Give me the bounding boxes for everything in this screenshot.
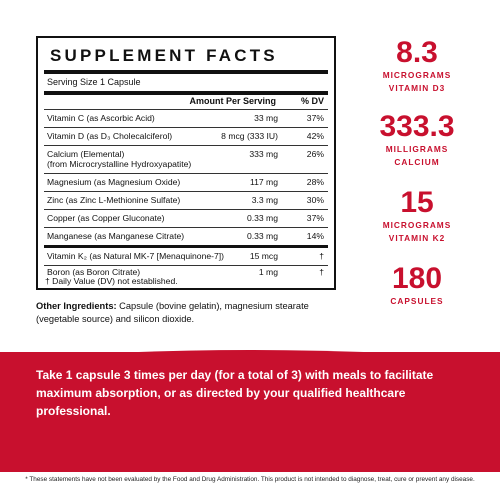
nutrient-amount: 1 mg [258,267,278,277]
nutrient-dv: 30% [306,195,324,205]
nutrient-name: Manganese (as Manganese Citrate) [47,231,185,241]
nutrient-name: Copper (as Copper Gluconate) [47,213,165,223]
row-divider [44,191,328,192]
nutrient-dv: 42% [306,131,324,141]
nutrient-amount: 33 mg [254,113,278,123]
stat-label: CAPSULES [390,296,444,306]
nutrient-name: Vitamin D (as D₃ Cholecalciferol) [47,131,173,141]
nutrient-amount: 0.33 mg [246,231,278,241]
nutrient-amount: 117 mg [249,177,278,187]
fda-disclaimer: * These statements have not been evaluat… [25,476,475,483]
nutrient-dv: † [319,251,324,261]
nutrient-dv: 26% [306,149,324,159]
row-divider [44,173,328,174]
dv-header: % DV [300,96,324,106]
nutrient-name: Vitamin K₂ (as Natural MK-7 [Menaquinone… [47,251,225,261]
directions-text: Take 1 capsule 3 times per day (for a to… [36,368,434,418]
nutrient-name: Boron (as Boron Citrate) [47,267,141,277]
facts-title: SUPPLEMENT FACTS [50,46,278,65]
stat-label: CALCIUM [394,157,440,167]
stat-number: 333.3 [379,110,455,143]
stat-number: 15 [400,186,434,219]
row-divider [44,145,328,146]
serving-size: Serving Size 1 Capsule [47,77,141,87]
title-rule [44,70,328,74]
row-divider [44,265,328,266]
serving-rule [44,91,328,95]
nutrient-dv: † [319,267,324,277]
nutrient-source: (from Microcrystalline Hydroxyapatite) [47,159,192,169]
stat-number: 8.3 [396,36,438,69]
row-divider [44,227,328,228]
nutrient-name: Magnesium (as Magnesium Oxide) [47,177,181,187]
header-rule [44,109,328,110]
stat-number: 180 [391,262,443,295]
nutrient-name: Zinc (as Zinc L-Methionine Sulfate) [47,195,181,205]
nutrient-amount: 15 mcg [249,251,278,261]
other-ingredients-label: Other Ingredients: [36,301,117,311]
stat-vitamin-d3: 8.3 MICROGRAMS VITAMIN D3 [352,38,482,94]
nutrient-name: Calcium (Elemental) (from Microcrystalli… [47,149,191,169]
nutrient-amount: 333 mg [249,149,278,159]
amount-header: Amount Per Serving [189,96,276,106]
nutrient-name-main: Calcium (Elemental) [47,149,125,159]
other-ingredients-text: Capsule (bovine gelatin), magnesium stea… [36,301,309,324]
section-rule [44,245,328,248]
directions-banner [0,352,500,472]
nutrient-amount: 8 mcg (333 IU) [221,131,278,141]
stat-label: VITAMIN D3 [388,83,446,93]
stat-label: MICROGRAMS [382,220,452,230]
stat-label: MILLIGRAMS [385,144,449,154]
nutrient-amount: 0.33 mg [246,213,278,223]
supplement-facts-panel: SUPPLEMENT FACTS Serving Size 1 Capsule … [36,36,336,290]
nutrient-dv: 14% [306,231,324,241]
nutrient-amount: 3.3 mg [251,195,278,205]
footnote: † Daily Value (DV) not established. [45,276,178,286]
nutrient-name: Vitamin C (as Ascorbic Acid) [47,113,155,123]
other-ingredients: Other Ingredients: Capsule (bovine gelat… [36,300,336,326]
stat-calcium: 333.3 MILLIGRAMS CALCIUM [352,112,482,168]
row-divider [44,127,328,128]
nutrient-dv: 37% [306,113,324,123]
nutrient-dv: 28% [306,177,324,187]
stat-label: VITAMIN K2 [388,233,446,243]
row-divider [44,209,328,210]
stat-vitamin-k2: 15 MICROGRAMS VITAMIN K2 [352,188,482,244]
stat-capsules: 180 CAPSULES [352,264,482,307]
nutrient-dv: 37% [306,213,324,223]
stat-label: MICROGRAMS [382,70,452,80]
